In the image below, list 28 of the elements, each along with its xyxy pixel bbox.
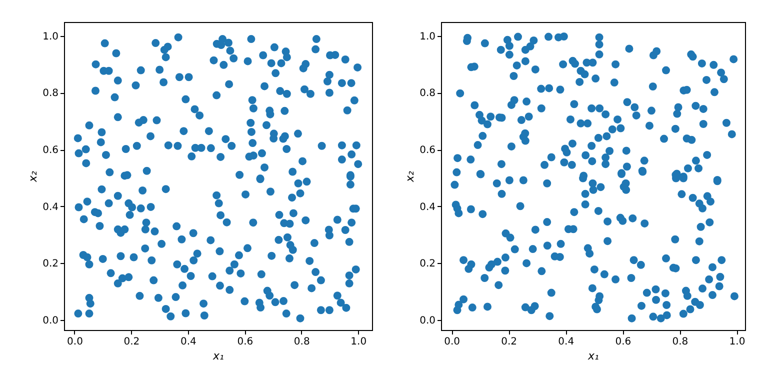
x-tick-label: 0.4 bbox=[180, 336, 196, 348]
x-tick-label: 0.8 bbox=[294, 336, 310, 348]
y-axis-title: x₂ bbox=[404, 170, 417, 183]
y-tick-label: 1.0 bbox=[42, 31, 58, 42]
y-tick-label: 0.6 bbox=[42, 145, 58, 156]
x-tick-label: 0.8 bbox=[672, 336, 688, 348]
y-tick-label: 0.2 bbox=[42, 258, 58, 270]
y-tick-label: 0.8 bbox=[42, 88, 58, 100]
x-axis-title: x₁ bbox=[587, 350, 599, 362]
y-tick-label: 0.8 bbox=[420, 88, 436, 100]
y-axis-title: x₂ bbox=[26, 170, 40, 183]
y-tick-label: 1.0 bbox=[420, 31, 436, 42]
x-tick-label: 0.2 bbox=[501, 336, 518, 348]
x-tick-label: 0.4 bbox=[558, 336, 574, 348]
x-tick-label: 0.0 bbox=[444, 336, 460, 348]
x-axis-title: x₁ bbox=[212, 350, 224, 362]
x-tick-label: 1.0 bbox=[350, 336, 367, 348]
x-tick-label: 1.0 bbox=[729, 336, 746, 348]
y-tick-label: 0.4 bbox=[420, 202, 436, 213]
x-tick-label: 0.6 bbox=[237, 336, 254, 348]
y-tick-label: 0.4 bbox=[42, 202, 58, 213]
x-tick-label: 0.0 bbox=[67, 336, 83, 348]
y-tick-label: 0.6 bbox=[420, 145, 436, 156]
y-tick-label: 0.2 bbox=[420, 258, 436, 270]
y-tick-label: 0.0 bbox=[420, 316, 436, 327]
x-tick-label: 0.6 bbox=[615, 336, 632, 348]
y-tick-label: 0.0 bbox=[42, 316, 58, 327]
x-tick-label: 0.2 bbox=[124, 336, 140, 348]
